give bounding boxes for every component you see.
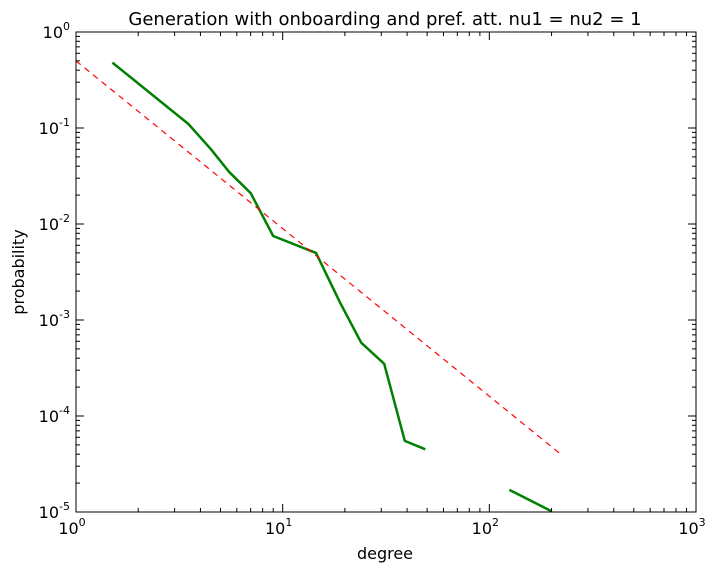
chart-title: Generation with onboarding and pref. att…: [128, 9, 641, 30]
plot-frame: [75, 31, 697, 513]
y-tick-label: 10-4: [39, 404, 70, 426]
x-tick-label: 101: [265, 516, 292, 538]
y-tick-label: 10-5: [39, 500, 70, 522]
x-tick-label: 100: [58, 516, 85, 538]
x-axis-label: degree: [357, 544, 413, 563]
x-tick-label: 102: [472, 516, 499, 538]
y-tick-label: 10-3: [39, 308, 70, 330]
data-series-line-segment-1: [111, 61, 426, 451]
plot-area: [75, 60, 563, 513]
dashed-reference-line-segment-1: [75, 60, 563, 456]
y-axis-label: probability: [9, 229, 28, 314]
x-axis-ticks: 100 101 102 103: [58, 32, 706, 538]
y-axis-ticks: 100 10-1 10-2 10-3 10-4 10-5: [39, 20, 696, 522]
y-tick-label: 10-1: [39, 116, 70, 138]
x-tick-label: 103: [678, 516, 705, 538]
data-series-line-segment-2: [508, 488, 553, 513]
y-tick-label: 10-2: [39, 212, 70, 234]
y-tick-label: 100: [43, 20, 70, 42]
